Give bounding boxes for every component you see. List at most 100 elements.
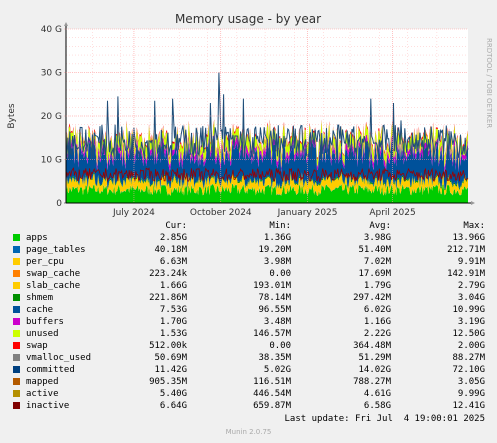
- header-max: Max:: [463, 221, 485, 231]
- legend-cur: 905.35M: [149, 377, 187, 387]
- legend-max: 9.91M: [457, 257, 485, 267]
- legend-swatch: [13, 270, 20, 277]
- legend-min: 446.54M: [253, 389, 291, 399]
- munin-version: Munin 2.0.75: [225, 428, 272, 436]
- legend-swatch: [13, 378, 20, 385]
- legend-max: 2.79G: [457, 281, 485, 291]
- legend-row-cache: cache 7.53G 96.55M 6.02G 10.99G: [0, 304, 497, 316]
- x-tick-label: April 2025: [369, 208, 415, 218]
- header-min: Min:: [269, 221, 291, 231]
- legend-min: 0.00: [269, 341, 291, 351]
- legend-row-unused: unused 1.53G 146.57M 2.22G 12.50G: [0, 328, 497, 340]
- legend-avg: 6.02G: [363, 305, 391, 315]
- legend-avg: 51.40M: [358, 245, 391, 255]
- legend-avg: 14.02G: [358, 365, 391, 375]
- legend-avg: 6.58G: [363, 401, 391, 411]
- legend-avg: 3.98G: [363, 233, 391, 243]
- legend-max: 3.04G: [457, 293, 485, 303]
- y-tick-label: 0: [56, 199, 62, 209]
- legend-min: 19.20M: [258, 245, 291, 255]
- header-cur: Cur:: [165, 221, 187, 231]
- legend-max: 212.71M: [447, 245, 485, 255]
- y-tick-label: 20 G: [41, 112, 62, 122]
- legend-row-active: active 5.40G 446.54M 4.61G 9.99G: [0, 388, 497, 400]
- legend-min: 5.02G: [263, 365, 291, 375]
- legend-cur: 11.42G: [154, 365, 187, 375]
- legend-avg: 51.29M: [358, 353, 391, 363]
- legend-max: 12.50G: [452, 329, 485, 339]
- legend-row-page-tables: page_tables 40.18M 19.20M 51.40M 212.71M: [0, 244, 497, 256]
- legend-max: 10.99G: [452, 305, 485, 315]
- legend-min: 193.01M: [253, 281, 291, 291]
- axes: 0 10 G 20 G 30 G 40 G July 2024 October 2024 Ja…: [41, 22, 475, 218]
- legend-row-swap-cache: swap_cache 223.24k 0.00 17.69M 142.91M: [0, 268, 497, 280]
- legend-max: 12.41G: [452, 401, 485, 411]
- legend-max: 3.19G: [457, 317, 485, 327]
- legend-max: 3.05G: [457, 377, 485, 387]
- legend-cur: 221.86M: [149, 293, 187, 303]
- legend-min: 78.14M: [258, 293, 291, 303]
- legend-avg: 4.61G: [363, 389, 391, 399]
- area-unused: [66, 120, 468, 169]
- legend-swatch: [13, 366, 20, 373]
- legend-avg: 1.16G: [363, 317, 391, 327]
- legend-cur: 7.53G: [159, 305, 187, 315]
- legend-name: swap_cache: [26, 269, 81, 279]
- rrdtool-side-label: RRDTOOL / TOBI OETIKER: [485, 38, 493, 128]
- legend-swatch: [13, 246, 20, 253]
- legend-avg: 364.48M: [353, 341, 391, 351]
- x-tick-label: July 2024: [112, 208, 155, 218]
- legend-min: 3.48M: [263, 317, 291, 327]
- chart-title: Memory usage - by year: [175, 12, 321, 26]
- legend-min: 3.98M: [263, 257, 291, 267]
- legend-cur: 2.85G: [159, 233, 187, 243]
- legend-row-slab-cache: slab_cache 1.66G 193.01M 1.79G 2.79G: [0, 280, 497, 292]
- legend-swatch: [13, 282, 20, 289]
- legend-min: 116.51M: [253, 377, 291, 387]
- legend-row-committed: committed 11.42G 5.02G 14.02G 72.10G: [0, 364, 497, 376]
- x-axis-arrow: [471, 201, 475, 205]
- legend-row-inactive: inactive 6.64G 659.87M 6.58G 12.41G: [0, 400, 497, 412]
- legend-swatch: [13, 306, 20, 313]
- legend-name: committed: [26, 365, 75, 375]
- legend-name: apps: [26, 233, 48, 243]
- legend-name: mapped: [26, 377, 59, 387]
- last-update: Last update: Fri Jul 4 19:00:01 2025: [284, 414, 485, 424]
- legend-name: swap: [26, 341, 48, 351]
- legend-min: 0.00: [269, 269, 291, 279]
- legend-cur: 512.00k: [149, 341, 187, 351]
- legend-cur: 223.24k: [149, 269, 187, 279]
- legend-row-mapped: mapped 905.35M 116.51M 788.27M 3.05G: [0, 376, 497, 388]
- legend-swatch: [13, 318, 20, 325]
- legend-name: cache: [26, 305, 54, 315]
- legend-max: 2.00G: [457, 341, 485, 351]
- legend-cur: 1.66G: [159, 281, 187, 291]
- legend-min: 146.57M: [253, 329, 291, 339]
- legend-max: 142.91M: [447, 269, 485, 279]
- legend-swatch: [13, 390, 20, 397]
- legend-swatch: [13, 294, 20, 301]
- legend-header: Cur: Min: Avg: Max:: [0, 220, 497, 232]
- legend-min: 96.55M: [258, 305, 291, 315]
- legend-name: active: [26, 389, 59, 399]
- memory-chart: Memory usage - by year Bytes RRDTOOL / T…: [0, 0, 497, 220]
- x-tick-label: January 2025: [277, 208, 338, 218]
- legend-max: 13.96G: [452, 233, 485, 243]
- y-tick-label: 10 G: [41, 156, 62, 166]
- series-lines: [65, 72, 469, 183]
- legend-cur: 50.69M: [154, 353, 187, 363]
- legend-cur: 40.18M: [154, 245, 187, 255]
- legend-name: unused: [26, 329, 59, 339]
- legend-name: per_cpu: [26, 257, 64, 267]
- legend-cur: 1.70G: [159, 317, 187, 327]
- legend-max: 9.99G: [457, 389, 485, 399]
- legend-name: page_tables: [26, 245, 86, 255]
- legend-row-shmem: shmem 221.86M 78.14M 297.42M 3.04G: [0, 292, 497, 304]
- y-tick-label: 30 G: [41, 69, 62, 79]
- legend-avg: 2.22G: [363, 329, 391, 339]
- legend-avg: 788.27M: [353, 377, 391, 387]
- legend-swatch: [13, 342, 20, 349]
- legend-cur: 6.63M: [159, 257, 187, 267]
- area-apps: [66, 184, 468, 203]
- legend-avg: 297.42M: [353, 293, 391, 303]
